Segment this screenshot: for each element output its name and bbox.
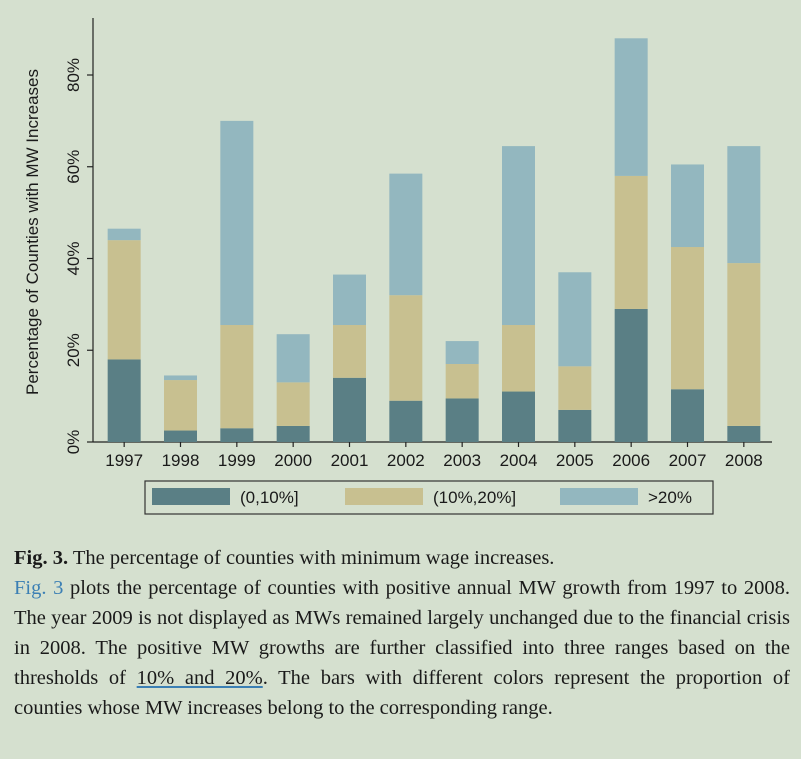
bar-segment	[389, 400, 423, 442]
bar-segment	[445, 341, 479, 365]
bar-segment	[502, 325, 535, 392]
bar-segment	[671, 389, 704, 442]
x-tick-label: 2003	[443, 451, 481, 470]
bar-segment	[220, 120, 254, 326]
bar-segment	[558, 366, 592, 410]
bar-segment	[445, 364, 479, 399]
bar-segment	[502, 146, 535, 326]
x-tick-label: 2006	[612, 451, 650, 470]
x-tick-label: 1999	[218, 451, 256, 470]
bar-segment	[220, 325, 254, 429]
threshold-link[interactable]: 10% and 20%	[136, 667, 263, 689]
bar-segment	[614, 175, 648, 309]
legend-swatch	[345, 488, 423, 505]
axes	[87, 18, 772, 447]
caption-text-1: plots the percentage of counties with po…	[14, 577, 790, 689]
bar-segment	[107, 228, 141, 241]
labels: 0% 20% 40% 60% 80% Percentage of Counties wit…	[23, 58, 763, 470]
x-tick-label: 2002	[387, 451, 425, 470]
bar-segment	[502, 391, 535, 442]
bar-segment	[164, 430, 197, 442]
bar-segment	[389, 173, 423, 296]
figure-label: Fig. 3.	[14, 547, 69, 569]
bar-segment	[389, 295, 423, 401]
legend-label: >20%	[648, 488, 692, 507]
x-tick-label: 2001	[331, 451, 369, 470]
legend-swatch	[152, 488, 230, 505]
bar-segment	[614, 308, 648, 442]
bar-segment	[276, 425, 310, 442]
bar-segment	[727, 425, 761, 442]
bar-segment	[164, 380, 197, 431]
bar-segment	[333, 274, 366, 326]
caption-title-line: Fig. 3. The percentage of counties with …	[14, 543, 790, 573]
bar-segment	[727, 263, 761, 426]
bar-segment	[671, 164, 704, 248]
y-tick-label: 80%	[64, 58, 83, 92]
bar-segment	[164, 375, 197, 381]
x-tick-label: 2008	[725, 451, 763, 470]
y-axis-title: Percentage of Counties with MW Increases	[23, 69, 42, 395]
y-tick-label: 60%	[64, 150, 83, 184]
bar-segment	[333, 377, 366, 442]
y-tick-label: 40%	[64, 241, 83, 275]
bar-segment	[276, 382, 310, 426]
figure-reference-link[interactable]: Fig. 3	[14, 577, 64, 599]
bar-segment	[558, 409, 592, 442]
bar-segment	[614, 38, 648, 176]
bar-segment	[333, 325, 366, 378]
x-tick-label: 2005	[556, 451, 594, 470]
x-tick-label: 2000	[274, 451, 312, 470]
bars	[107, 38, 761, 442]
x-tick-label: 2004	[500, 451, 538, 470]
y-tick-label: 0%	[64, 430, 83, 455]
caption-body: Fig. 3 plots the percentage of counties …	[14, 573, 790, 723]
bar-segment	[671, 247, 704, 390]
legend-label: (0,10%]	[240, 488, 299, 507]
bar-segment	[220, 428, 254, 442]
bar-segment	[107, 240, 141, 360]
figure-caption: Fig. 3. The percentage of counties with …	[14, 543, 790, 723]
bar-segment	[558, 272, 592, 367]
bar-segment	[276, 334, 310, 383]
x-tick-label: 2007	[669, 451, 707, 470]
stacked-bar-chart: 0% 20% 40% 60% 80% Percentage of Counties wit…	[23, 18, 772, 515]
caption-text-2: . The bars with different colors represe…	[14, 667, 790, 719]
bar-segment	[445, 398, 479, 442]
caption-title: The percentage of counties with minimum …	[68, 547, 555, 569]
x-tick-label: 1998	[162, 451, 200, 470]
legend-swatch	[560, 488, 638, 505]
y-tick-label: 20%	[64, 333, 83, 367]
bar-segment	[107, 359, 141, 442]
x-tick-label: 1997	[105, 451, 143, 470]
legend-label: (10%,20%]	[433, 488, 516, 507]
legend: (0,10%] (10%,20%] >20%	[144, 480, 714, 515]
legend-box	[144, 480, 714, 515]
bar-segment	[727, 146, 761, 264]
